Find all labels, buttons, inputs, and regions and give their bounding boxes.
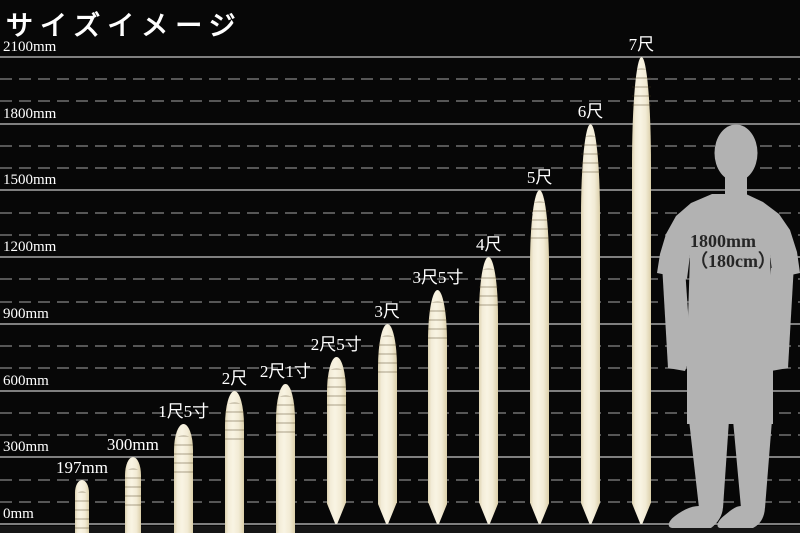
stake-bar	[530, 190, 550, 524]
stake-body	[174, 423, 194, 533]
silhouette-left-foot	[668, 506, 723, 528]
gridline-solid	[0, 523, 800, 525]
stake-label: 300mm	[106, 435, 159, 455]
stake-label: 6尺	[577, 101, 604, 121]
stake-body	[530, 190, 550, 503]
y-axis-tick-label: 2100mm	[3, 38, 57, 55]
y-axis-tick-label: 1200mm	[3, 239, 57, 255]
stake-bar	[75, 480, 89, 533]
stake-body	[428, 290, 448, 503]
stake-tip	[631, 503, 651, 524]
y-axis-tick-label: 0mm	[3, 506, 34, 522]
gridline-dashed	[0, 233, 800, 236]
gridline-dashed	[0, 78, 800, 80]
person-height-label: 1800mm （180cm）	[690, 231, 776, 271]
gridline-solid	[0, 389, 800, 392]
stake-label: 4尺	[476, 235, 502, 254]
stake-bar	[581, 123, 600, 524]
stake-body	[377, 323, 397, 503]
person-height-cm: （180cm）	[690, 251, 776, 271]
y-axis-tick-label: 300mm	[3, 439, 49, 456]
silhouette-right-arm	[765, 264, 794, 371]
gridline-dashed	[0, 411, 800, 414]
stake-label: 5尺	[526, 168, 553, 188]
baseline-strip	[0, 526, 800, 533]
silhouette-torso	[657, 194, 800, 350]
y-axis-tick-label: 1800mm	[3, 105, 57, 122]
gridline-dashed	[0, 345, 800, 347]
stake-label: 7尺	[628, 34, 655, 54]
stake-bar	[479, 257, 499, 524]
silhouette-right-leg	[733, 420, 772, 508]
stake-bar	[124, 457, 141, 533]
gridline-solid	[0, 55, 800, 58]
silhouette-hips	[687, 346, 773, 424]
stake-tip	[581, 503, 600, 524]
stake-body	[581, 123, 600, 503]
gridline-dashed	[0, 167, 800, 169]
stake-label: 197mm	[56, 458, 108, 478]
stake-bar	[225, 390, 245, 533]
stake-bar	[174, 423, 194, 533]
stake-body	[275, 383, 295, 533]
stake-bar	[428, 290, 448, 524]
gridline-dashed	[0, 300, 800, 303]
stake-label: 2尺	[221, 368, 248, 388]
stake-bar	[275, 383, 295, 533]
stake-body	[124, 457, 141, 533]
stake-bar	[377, 323, 397, 524]
gridline-solid	[0, 322, 800, 325]
gridline-dashed	[0, 100, 800, 103]
gridline-solid	[0, 122, 800, 125]
person-silhouette	[657, 124, 800, 528]
y-axis-tick-label: 1500mm	[3, 172, 57, 189]
stake-label: 3尺5寸	[412, 268, 464, 288]
gridline-dashed	[0, 144, 800, 147]
stake-tip	[428, 503, 448, 524]
gridline-dashed	[0, 478, 800, 481]
gridline-dashed	[0, 278, 800, 281]
stake-tip	[377, 503, 397, 524]
gridline-solid	[0, 189, 800, 192]
gridline-dashed	[0, 500, 800, 503]
gridline-dashed	[0, 434, 800, 436]
stake-label: 3尺	[374, 301, 400, 321]
y-axis-tick-label: 600mm	[3, 372, 49, 389]
gridline-solid	[0, 256, 800, 258]
stake-body	[631, 56, 651, 503]
stake-body	[75, 480, 89, 533]
silhouette-head	[714, 124, 758, 182]
y-axis-tick-label: 900mm	[3, 305, 49, 322]
silhouette-left-arm	[662, 264, 691, 371]
stake-tip	[530, 503, 550, 524]
stake-tip	[326, 503, 346, 524]
stake-bar	[326, 357, 346, 524]
gridline-solid	[0, 456, 800, 459]
stake-bar	[631, 56, 651, 524]
stake-label: 2尺1寸	[259, 361, 311, 381]
gridline-dashed	[0, 367, 800, 370]
person-height-mm: 1800mm	[690, 231, 756, 251]
stake-tip	[479, 503, 499, 524]
stake-body	[225, 390, 245, 533]
silhouette-left-leg	[689, 420, 729, 508]
stake-label: 2尺5寸	[310, 335, 362, 355]
chart-title: サイズイメージ	[6, 11, 243, 41]
silhouette-right-foot	[717, 506, 765, 528]
stake-label: 1尺5寸	[158, 401, 210, 421]
stake-body	[479, 257, 499, 503]
gridline-dashed	[0, 211, 800, 214]
stake-body	[326, 357, 346, 503]
